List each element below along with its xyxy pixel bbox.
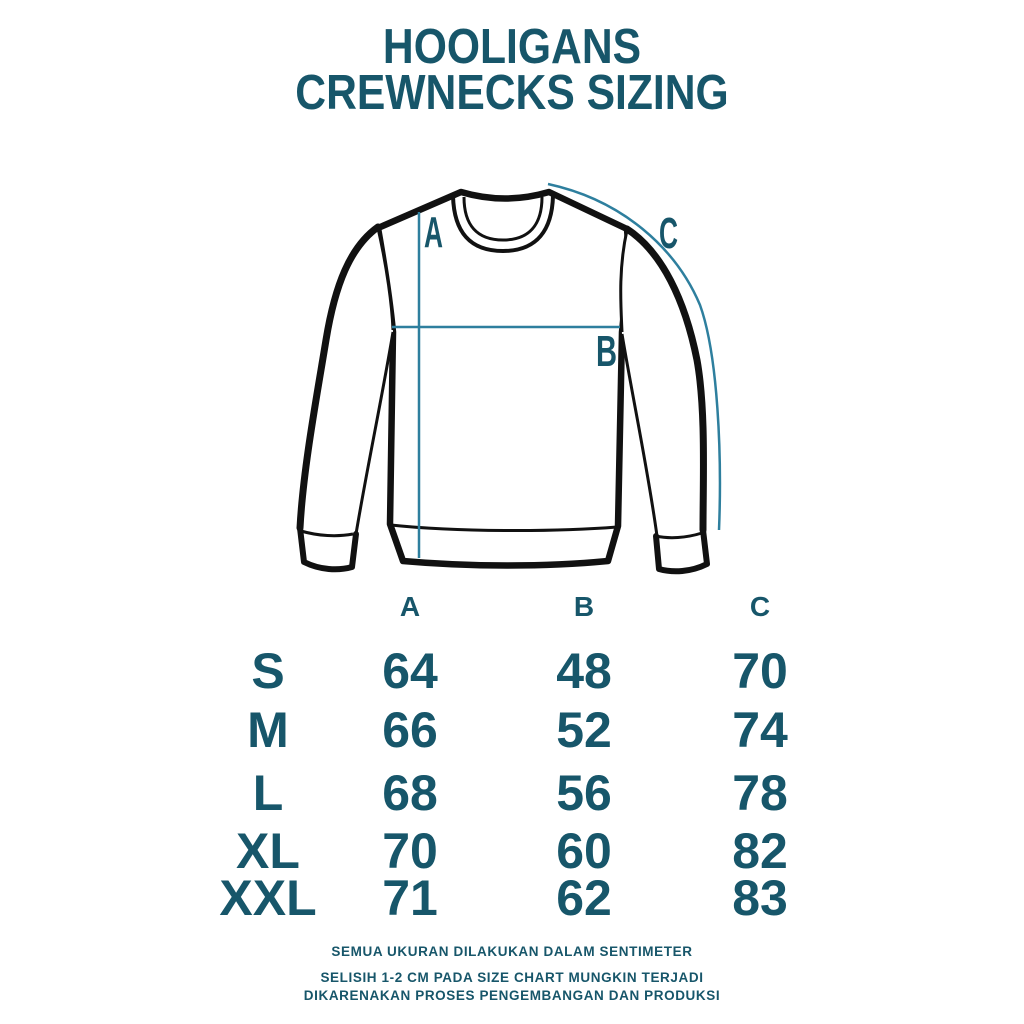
value-b: 56 <box>556 765 612 821</box>
page-title-line1: HOOLIGANS <box>382 20 642 74</box>
sweater-collar-outer <box>451 195 555 254</box>
value-a: 66 <box>382 702 438 758</box>
sweater-right-sleeve <box>620 229 707 572</box>
footer-note-2: SELISIH 1-2 CM PADA SIZE CHART MUNGKIN T… <box>320 970 704 985</box>
sweater-left-cuff-line <box>300 529 354 538</box>
table-header-a: A <box>399 591 421 622</box>
value-c: 74 <box>732 702 788 758</box>
value-a: 68 <box>382 765 438 821</box>
size-label: XXL <box>219 870 317 926</box>
sweater-right-sleeve-inner-seam <box>619 229 659 537</box>
value-c: 78 <box>732 765 788 821</box>
sweater-right-cuff-outline <box>653 527 710 575</box>
value-c: 83 <box>732 870 788 926</box>
measure-line-c <box>547 182 722 531</box>
measure-label-c: C <box>659 209 678 258</box>
footer-note-1: SEMUA UKURAN DILAKUKAN DALAM SENTIMETER <box>331 944 693 959</box>
value-c: 70 <box>732 643 788 699</box>
footer-note-3: DIKARENAKAN PROSES PENGEMBANGAN DAN PROD… <box>303 988 721 1003</box>
size-label: L <box>252 765 284 821</box>
value-b: 60 <box>556 823 612 879</box>
sweater-right-cuff-line <box>655 531 703 540</box>
table-row-xxl: XXL 71 62 83 <box>0 873 1024 923</box>
page-title-line2: CREWNECKS SIZING <box>295 66 729 120</box>
measure-label-b: B <box>596 327 617 376</box>
value-a: 71 <box>382 870 438 926</box>
size-label: M <box>247 702 289 758</box>
measure-label-a: A <box>424 208 443 257</box>
size-label: XL <box>236 823 300 879</box>
value-c: 82 <box>732 823 788 879</box>
value-a: 70 <box>382 823 438 879</box>
table-row-xl: XL 70 60 82 <box>0 826 1024 876</box>
sweater-left-sleeve-outer-edge <box>296 223 382 532</box>
value-b: 52 <box>556 702 612 758</box>
sweater-left-sleeve-inner-seam <box>354 227 395 535</box>
table-row-l: L 68 56 78 <box>0 768 1024 818</box>
sweater-left-cuff-outline <box>297 525 359 573</box>
size-table-header-row: A B C <box>0 592 1024 622</box>
sweater-body-outline <box>374 188 632 569</box>
footer-notes: SEMUA UKURAN DILAKUKAN DALAM SENTIMETER … <box>0 943 1024 1005</box>
table-row-s: S 64 48 70 <box>0 646 1024 696</box>
sweater-right-sleeve-outer-edge <box>623 225 707 534</box>
value-b: 48 <box>556 643 612 699</box>
table-header-c: C <box>749 591 771 622</box>
sweater-hem-line <box>390 523 618 533</box>
value-b: 62 <box>556 870 612 926</box>
sweater-left-sleeve <box>300 227 393 570</box>
size-label: S <box>251 643 285 699</box>
table-header-b: B <box>573 591 595 622</box>
table-row-m: M 66 52 74 <box>0 705 1024 755</box>
value-a: 64 <box>382 643 438 699</box>
sweater-collar-inner <box>462 196 544 242</box>
